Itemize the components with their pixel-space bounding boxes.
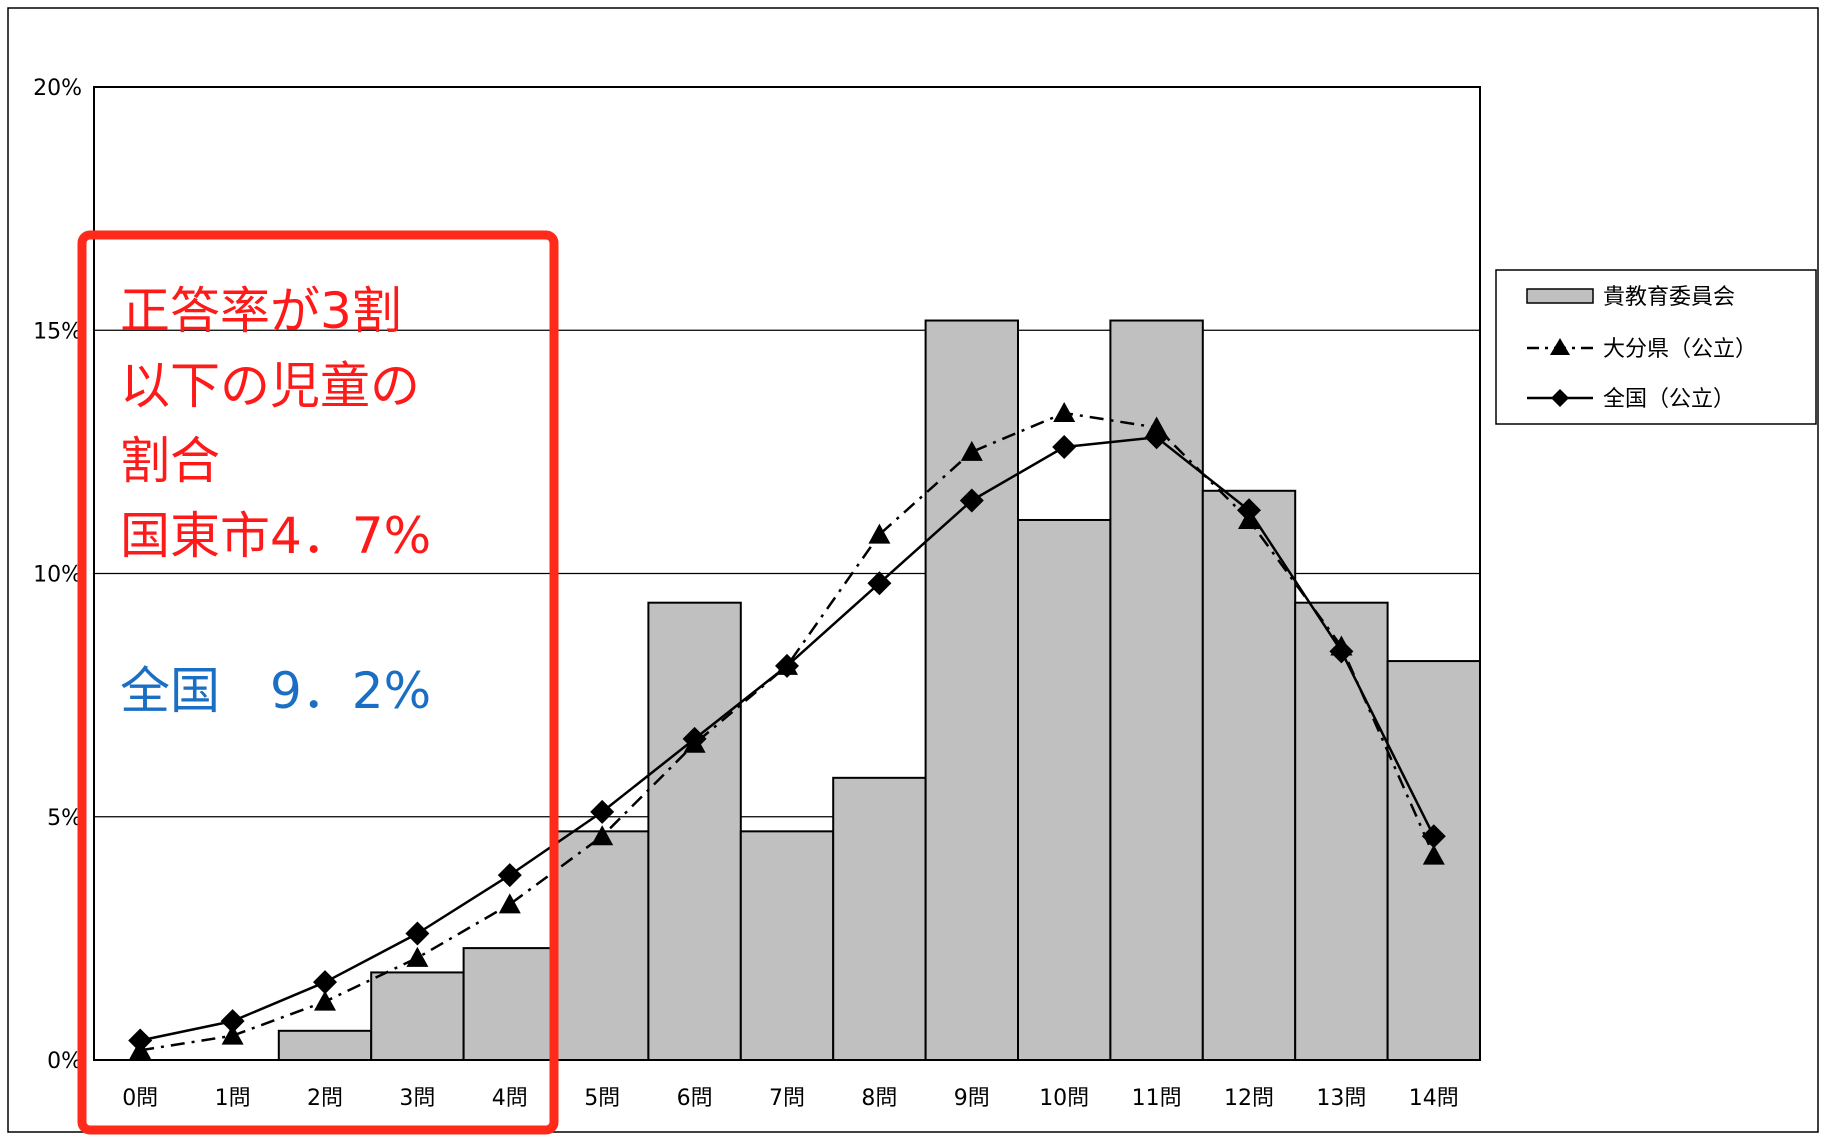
bar-10 xyxy=(1017,518,1112,1061)
legend-swatch-bar xyxy=(1526,288,1594,304)
point-triangle-4 xyxy=(498,893,521,914)
annotation-line-2: 以下の児童の xyxy=(120,357,420,415)
annotation-box xyxy=(77,230,559,1135)
point-triangle-2 xyxy=(314,990,336,1011)
annotation-line-4: 国東市4．7% xyxy=(120,507,431,565)
legend-marker-diamond-icon xyxy=(1551,389,1569,407)
y-tick-label-0: 0% xyxy=(47,1049,82,1074)
point-triangle-9 xyxy=(960,440,983,461)
point-diamond-7 xyxy=(775,653,799,678)
x-tick-label-12: 12問 xyxy=(1224,1086,1274,1111)
bar-13 xyxy=(1294,601,1389,1061)
point-triangle-1 xyxy=(221,1024,244,1045)
y-tick-label-3: 15% xyxy=(33,319,82,344)
legend: 貴教育委員会 大分県（公立） 全国（公立） xyxy=(1495,269,1817,425)
point-diamond-5 xyxy=(590,799,615,824)
bar-5 xyxy=(555,830,650,1061)
x-tick-label-10: 10問 xyxy=(1039,1086,1089,1111)
x-tick-label-13: 13問 xyxy=(1316,1086,1366,1111)
legend-label-oita: 大分県（公立） xyxy=(1603,337,1757,362)
x-tick-label-7: 7問 xyxy=(769,1086,805,1111)
legend-marker-triangle-icon xyxy=(1550,338,1570,355)
point-triangle-3 xyxy=(406,946,429,967)
x-tick-label-9: 9問 xyxy=(954,1086,990,1111)
point-diamond-13 xyxy=(1329,639,1354,664)
point-diamond-10 xyxy=(1052,435,1077,460)
point-diamond-9 xyxy=(959,488,984,513)
point-diamond-8 xyxy=(867,571,892,596)
point-diamond-12 xyxy=(1237,498,1261,523)
x-tick-label-1: 1問 xyxy=(215,1086,251,1111)
point-triangle-10 xyxy=(1053,401,1076,422)
point-triangle-8 xyxy=(868,523,891,544)
x-tick-label-8: 8問 xyxy=(861,1086,897,1111)
y-tick-label-2: 10% xyxy=(33,563,82,588)
point-diamond-11 xyxy=(1144,425,1169,450)
bar-2 xyxy=(277,1029,373,1062)
plot-area-border xyxy=(93,86,1481,1061)
point-diamond-14 xyxy=(1421,824,1446,849)
bar-4 xyxy=(462,947,558,1061)
point-diamond-4 xyxy=(497,863,522,888)
bar-6 xyxy=(647,601,742,1061)
legend-label-national: 全国（公立） xyxy=(1603,387,1735,412)
x-tick-label-4: 4問 xyxy=(492,1086,528,1111)
x-tick-label-5: 5問 xyxy=(584,1086,620,1111)
annotation: 正答率が3割 以下の児童の 割合 国東市4．7% 全国 9．2% xyxy=(77,230,559,1135)
legend-label-bar: 貴教育委員会 xyxy=(1603,285,1735,310)
point-diamond-2 xyxy=(313,970,337,995)
point-triangle-5 xyxy=(591,825,614,846)
bar-7 xyxy=(739,830,835,1061)
bar-12 xyxy=(1201,489,1297,1062)
x-tick-label-0: 0問 xyxy=(122,1086,158,1111)
bar-9 xyxy=(924,319,1019,1061)
annotation-line-3: 割合 xyxy=(120,432,220,490)
point-diamond-1 xyxy=(220,1009,245,1034)
point-diamond-6 xyxy=(682,726,707,751)
x-tick-label-2: 2問 xyxy=(307,1086,343,1111)
point-triangle-14 xyxy=(1422,844,1445,865)
annotation-national: 全国 9．2% xyxy=(120,662,431,720)
x-tick-label-6: 6問 xyxy=(677,1086,713,1111)
annotation-line-1: 正答率が3割 xyxy=(120,282,402,340)
point-diamond-0 xyxy=(128,1028,153,1053)
y-tick-label-1: 5% xyxy=(47,806,82,831)
x-tick-label-11: 11問 xyxy=(1132,1086,1182,1111)
x-tick-label-14: 14問 xyxy=(1409,1086,1459,1111)
x-tick-label-3: 3問 xyxy=(399,1086,435,1111)
bar-3 xyxy=(370,971,465,1061)
point-diamond-3 xyxy=(405,921,430,946)
bar-8 xyxy=(832,776,927,1062)
y-tick-label-4: 20% xyxy=(33,76,82,101)
